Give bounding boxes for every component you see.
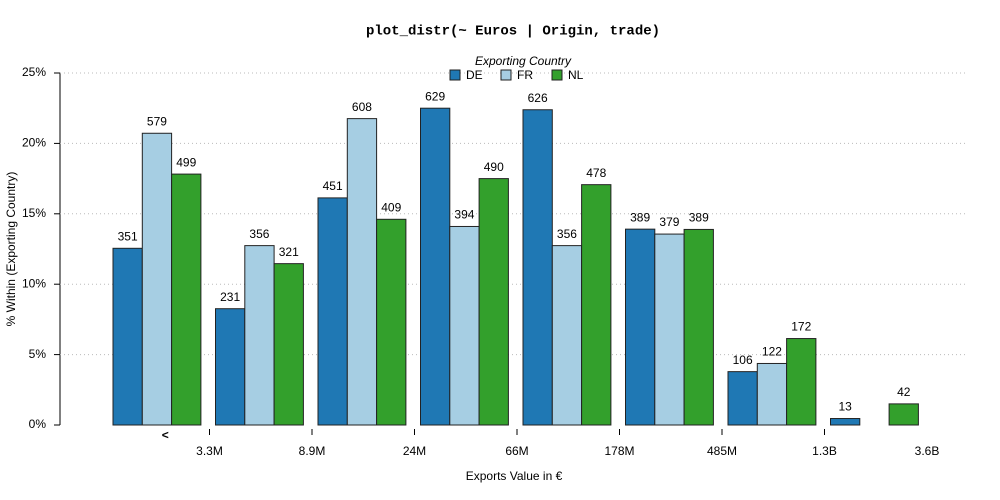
- bar: [478, 178, 509, 426]
- y-tick-label: 10%: [22, 276, 46, 290]
- bar: [215, 308, 246, 426]
- data-label: 351: [118, 229, 138, 243]
- bar: [420, 107, 451, 426]
- data-label: 389: [689, 211, 709, 225]
- y-tick-label: 0%: [29, 417, 47, 431]
- data-label: 389: [630, 210, 650, 224]
- bar: [141, 132, 173, 426]
- legend-swatch: [500, 69, 512, 81]
- data-label: 608: [352, 100, 372, 114]
- data-label: 579: [147, 114, 167, 128]
- bar: [654, 233, 685, 426]
- bar: [449, 225, 480, 426]
- y-tick-label: 20%: [22, 136, 46, 150]
- legend-label: DE: [466, 68, 483, 82]
- legend-swatch: [551, 69, 563, 81]
- bar: [346, 118, 378, 426]
- x-tick-label: 1.3B: [812, 444, 837, 458]
- x-tick-label: 66M: [505, 444, 528, 458]
- y-tick-label: 25%: [22, 65, 46, 79]
- bar: [171, 173, 202, 426]
- bar: [683, 228, 714, 426]
- data-label: 499: [176, 155, 196, 169]
- x-tick-label: 24M: [403, 444, 426, 458]
- data-label: 626: [528, 91, 548, 105]
- data-label: 42: [897, 385, 911, 399]
- data-label: 394: [454, 208, 474, 222]
- data-label: 13: [838, 400, 852, 414]
- data-label: 490: [484, 160, 504, 174]
- chart-title: plot_distr(~ Euros | Origin, trade): [366, 24, 660, 40]
- bar: [727, 371, 758, 426]
- bar: [244, 245, 275, 426]
- data-label: 122: [762, 345, 782, 359]
- bar: [376, 218, 407, 426]
- x-tick-label: 3.3M: [196, 444, 223, 458]
- bar: [317, 197, 348, 426]
- x-tick-label: 485M: [707, 444, 737, 458]
- bar: [112, 247, 143, 426]
- bar: [756, 362, 788, 426]
- bar: [888, 403, 919, 426]
- bar: [830, 418, 861, 426]
- data-label: 379: [659, 215, 679, 229]
- data-label: 629: [425, 89, 445, 103]
- x-tick-label: <: [162, 428, 169, 442]
- bar: [522, 109, 553, 426]
- bar: [786, 338, 817, 426]
- data-label: 409: [381, 200, 401, 214]
- bar: [581, 184, 612, 426]
- x-tick-label: 3.6B: [915, 444, 940, 458]
- data-label: 321: [279, 245, 299, 259]
- bar: [273, 263, 304, 426]
- data-label: 478: [586, 166, 606, 180]
- bar: [625, 228, 656, 426]
- legend-title: Exporting Country: [475, 54, 572, 68]
- data-label: 231: [220, 290, 240, 304]
- data-label: 106: [733, 353, 753, 367]
- legend-label: NL: [568, 68, 584, 82]
- data-label: 451: [323, 179, 343, 193]
- data-label: 356: [249, 227, 269, 241]
- y-tick-label: 5%: [29, 347, 47, 361]
- y-axis-label: % Within (Exporting Country): [4, 172, 18, 327]
- data-label: 356: [557, 227, 577, 241]
- data-label: 172: [791, 320, 811, 334]
- legend-swatch: [449, 69, 461, 81]
- x-axis-label: Exports Value in €: [466, 469, 563, 483]
- y-tick-label: 15%: [22, 206, 46, 220]
- x-tick-label: 8.9M: [299, 444, 326, 458]
- bar: [551, 245, 583, 426]
- legend-label: FR: [517, 68, 533, 82]
- x-tick-label: 178M: [604, 444, 634, 458]
